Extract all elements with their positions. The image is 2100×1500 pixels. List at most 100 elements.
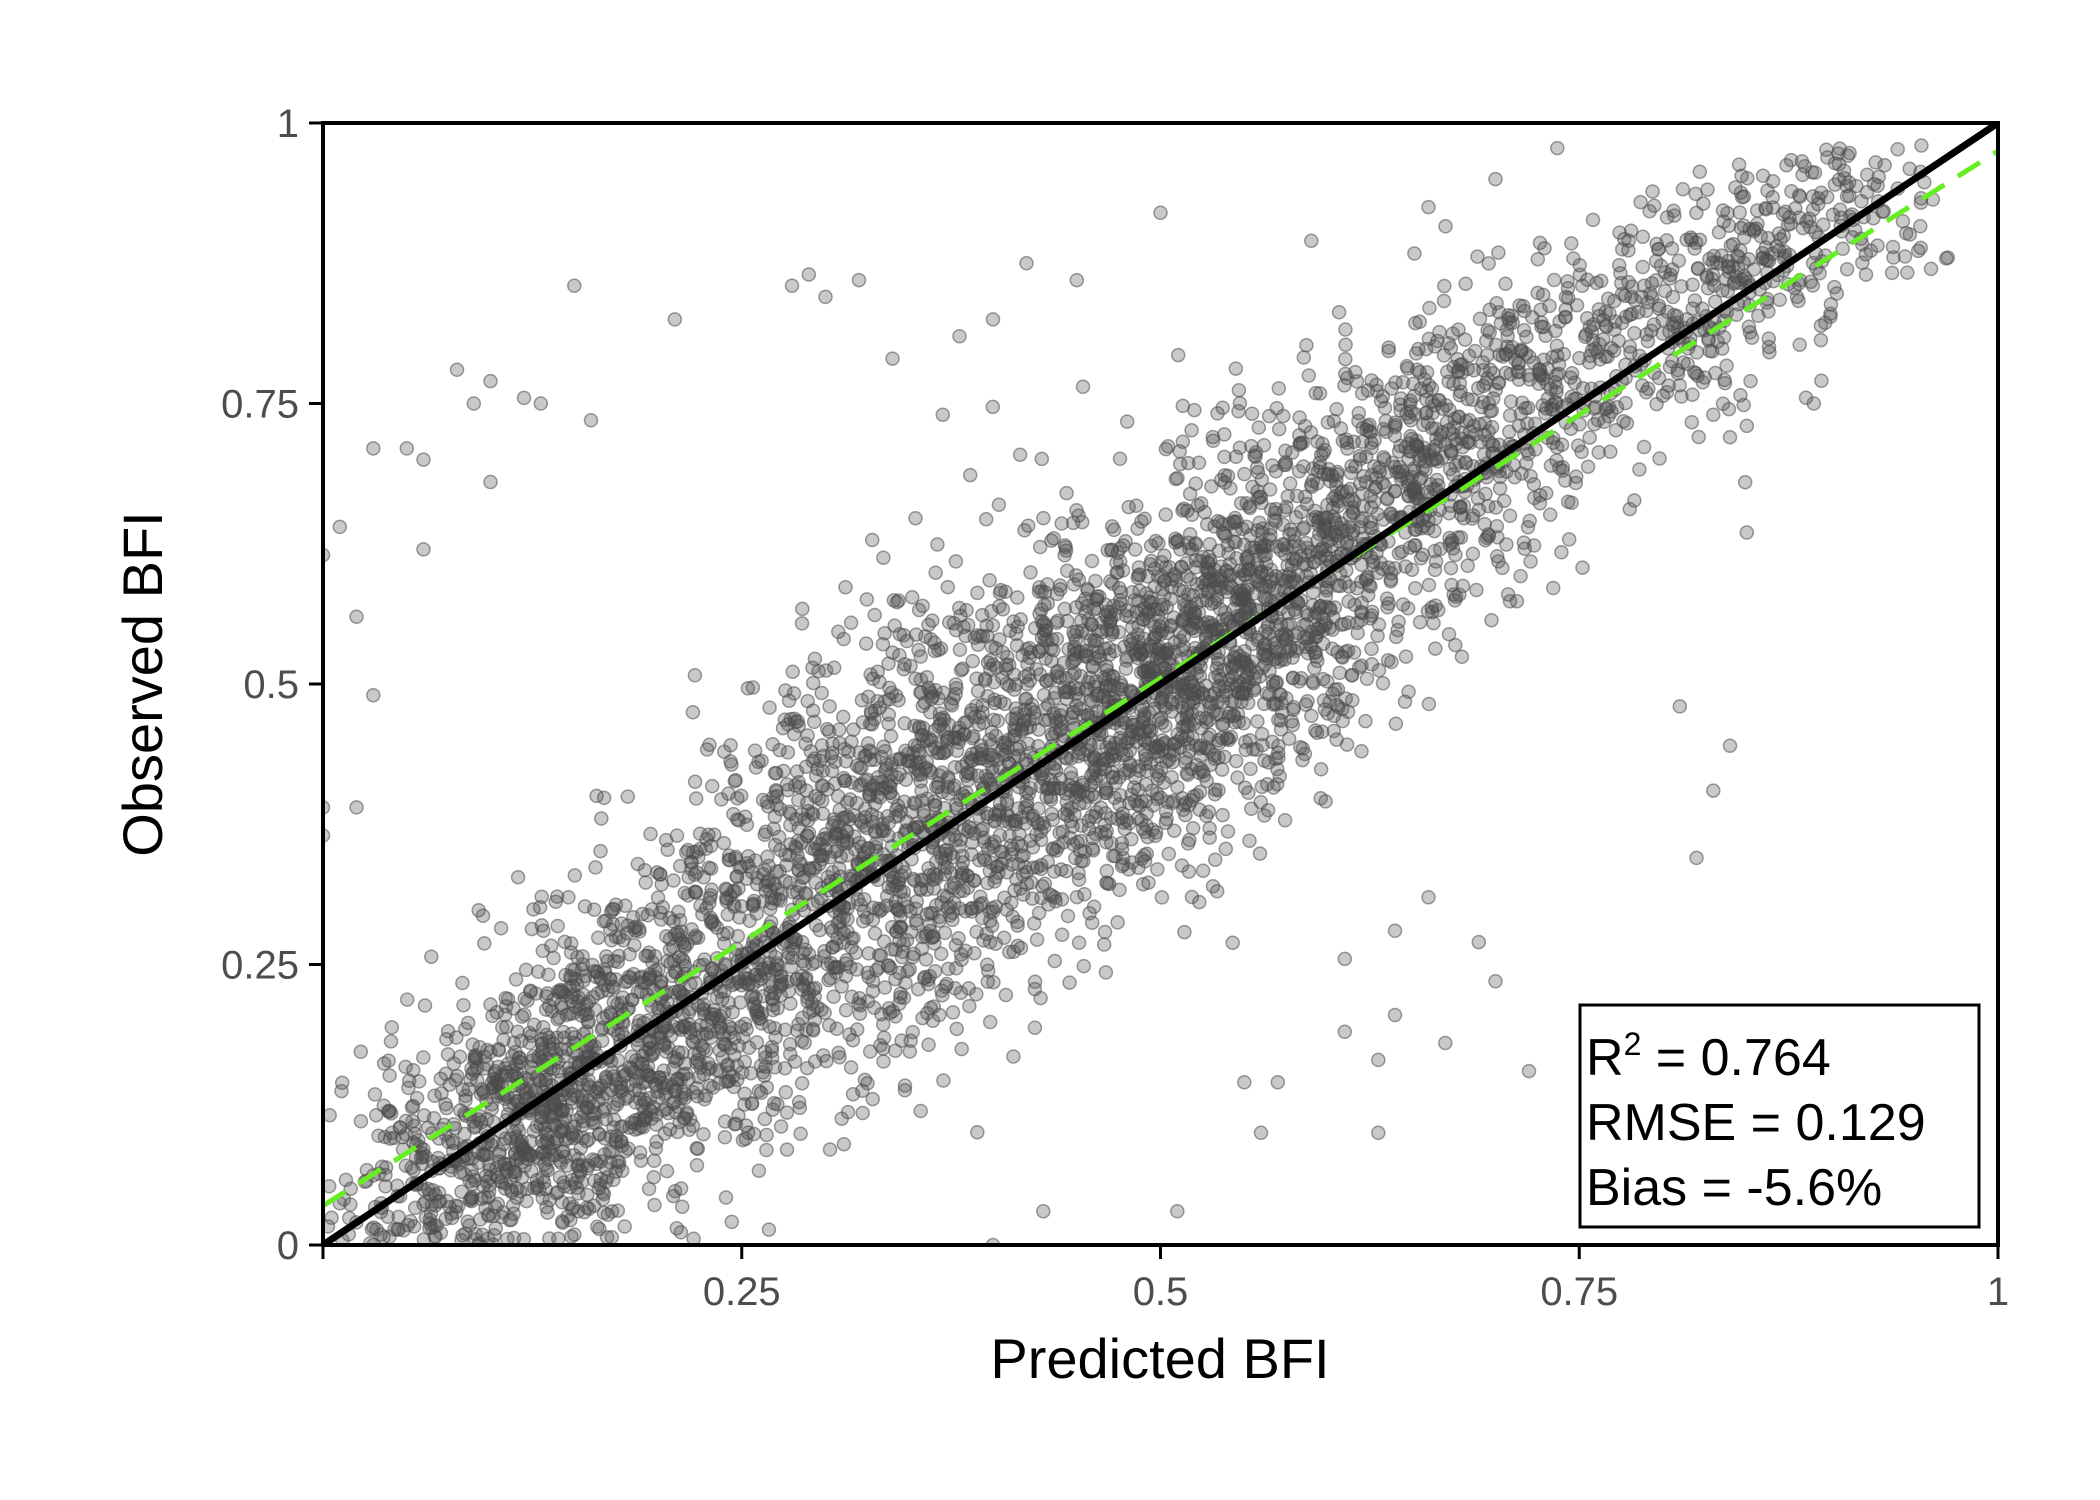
data-point bbox=[1291, 464, 1307, 479]
data-point bbox=[1582, 430, 1597, 445]
data-point bbox=[899, 932, 915, 948]
data-point bbox=[1400, 600, 1416, 616]
data-point bbox=[1338, 337, 1353, 353]
data-point bbox=[1096, 688, 1112, 703]
data-point bbox=[911, 602, 927, 618]
data-point bbox=[1023, 565, 1038, 580]
data-point bbox=[800, 693, 815, 709]
data-point bbox=[969, 986, 984, 1002]
data-point bbox=[792, 1100, 808, 1116]
data-point bbox=[568, 1175, 583, 1191]
data-point bbox=[716, 1036, 731, 1051]
data-point bbox=[865, 1091, 880, 1107]
data-point bbox=[1065, 667, 1080, 683]
data-point bbox=[1071, 749, 1086, 764]
data-point bbox=[1338, 351, 1353, 367]
data-point bbox=[983, 653, 998, 668]
data-point bbox=[811, 663, 826, 679]
data-point bbox=[1242, 833, 1257, 848]
data-point bbox=[611, 1158, 626, 1174]
data-point bbox=[984, 639, 999, 654]
data-point bbox=[1174, 858, 1190, 873]
data-point bbox=[687, 668, 703, 683]
data-point bbox=[1060, 908, 1076, 924]
data-point bbox=[742, 913, 757, 928]
data-point bbox=[534, 889, 549, 904]
data-point bbox=[978, 511, 994, 527]
data-point bbox=[458, 1226, 473, 1241]
data-point bbox=[1282, 476, 1298, 491]
data-point bbox=[1130, 811, 1146, 826]
data-point bbox=[1066, 653, 1081, 669]
data-point bbox=[383, 1034, 399, 1049]
data-point bbox=[1384, 654, 1399, 670]
data-point bbox=[794, 1076, 810, 1091]
data-point bbox=[1075, 379, 1091, 395]
data-point bbox=[1265, 673, 1281, 689]
data-point bbox=[567, 1227, 582, 1242]
data-point bbox=[807, 651, 823, 667]
data-point bbox=[1158, 718, 1173, 733]
data-point bbox=[807, 989, 822, 1005]
data-point bbox=[733, 788, 749, 804]
data-point bbox=[1269, 776, 1285, 792]
data-point bbox=[918, 952, 934, 967]
data-point bbox=[1313, 762, 1329, 777]
data-point bbox=[814, 685, 829, 701]
data-point bbox=[1119, 653, 1134, 668]
data-point bbox=[1277, 652, 1292, 667]
data-point bbox=[923, 1000, 938, 1016]
data-point bbox=[949, 743, 965, 759]
data-point bbox=[673, 1181, 689, 1196]
data-point bbox=[1015, 648, 1030, 663]
data-point bbox=[338, 1172, 354, 1188]
data-point bbox=[1104, 622, 1120, 637]
data-point bbox=[543, 938, 559, 954]
data-point bbox=[621, 1141, 636, 1156]
data-point bbox=[737, 970, 753, 986]
data-point bbox=[703, 1060, 718, 1076]
data-point bbox=[960, 765, 976, 780]
data-point bbox=[410, 1132, 426, 1148]
data-point bbox=[970, 683, 986, 699]
data-point bbox=[414, 1156, 430, 1172]
data-point bbox=[687, 774, 703, 790]
data-point bbox=[607, 953, 622, 969]
data-point bbox=[617, 1219, 632, 1234]
data-point bbox=[1194, 761, 1209, 777]
data-point bbox=[913, 672, 929, 687]
data-point bbox=[1242, 732, 1258, 748]
data-point bbox=[380, 1209, 396, 1225]
data-point bbox=[746, 1126, 762, 1142]
data-point bbox=[791, 1016, 806, 1032]
data-point bbox=[597, 1130, 612, 1146]
data-point bbox=[1054, 516, 1069, 531]
data-point bbox=[1296, 350, 1312, 365]
data-point bbox=[439, 1100, 454, 1116]
data-point bbox=[1054, 927, 1070, 943]
data-point bbox=[1181, 455, 1196, 471]
data-point bbox=[510, 1024, 525, 1039]
data-point bbox=[576, 973, 591, 988]
data-point bbox=[677, 885, 693, 901]
data-point bbox=[946, 781, 961, 796]
data-point bbox=[1237, 654, 1252, 669]
data-point bbox=[641, 1181, 657, 1197]
data-point bbox=[777, 1022, 793, 1037]
data-point bbox=[1491, 245, 1506, 260]
data-point bbox=[1056, 728, 1072, 744]
data-point bbox=[1280, 489, 1296, 504]
data-point bbox=[699, 1017, 715, 1032]
data-point bbox=[1151, 749, 1167, 764]
data-point bbox=[1157, 646, 1173, 661]
data-point bbox=[836, 1136, 852, 1152]
data-point bbox=[467, 1050, 483, 1066]
data-point bbox=[652, 867, 668, 882]
data-point bbox=[835, 709, 851, 725]
data-point bbox=[1220, 824, 1236, 839]
data-point bbox=[1177, 924, 1192, 940]
data-point bbox=[1465, 546, 1481, 562]
data-point bbox=[849, 758, 865, 773]
data-point bbox=[838, 1003, 854, 1018]
data-point bbox=[831, 860, 847, 876]
